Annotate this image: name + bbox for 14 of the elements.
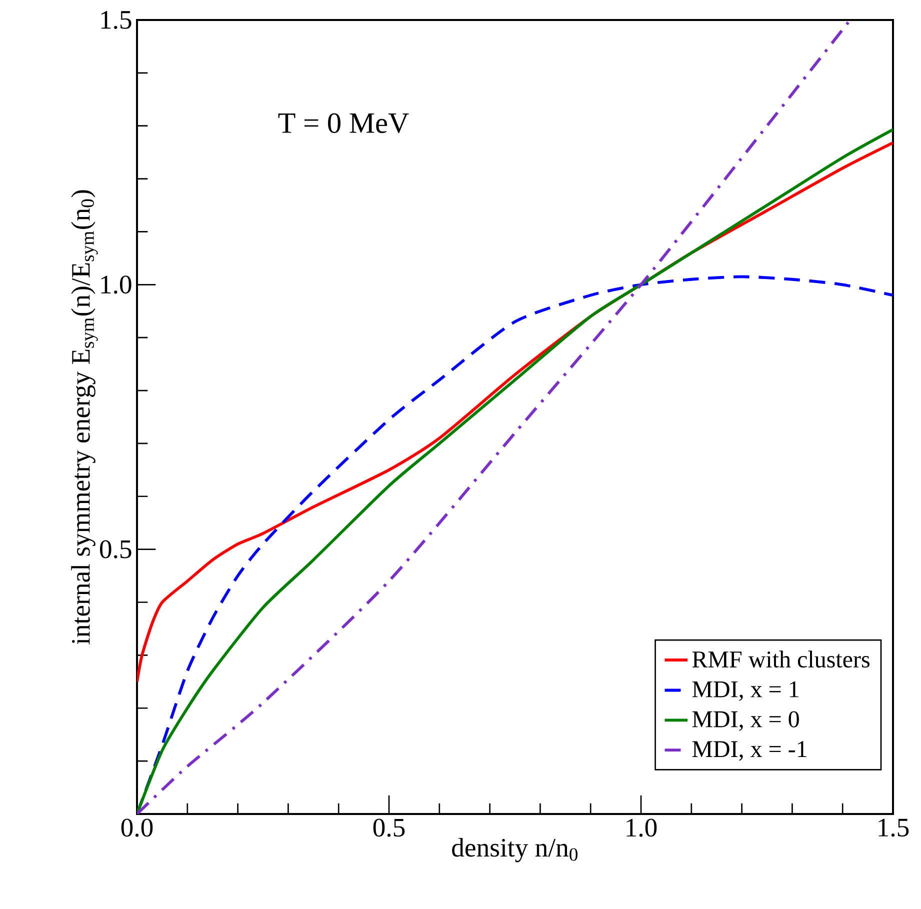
y-tick-label: 0.5: [100, 540, 132, 558]
legend-label: RMF with clusters: [692, 650, 870, 668]
x-tick-label: 1.5: [878, 818, 909, 837]
y-tick-label: 1.5: [101, 10, 132, 29]
y-tick-label: 1.0: [101, 276, 132, 294]
x-axis-title: density n/n$_{0}$: [452, 838, 578, 862]
legend-label: MDI, x = 0: [692, 711, 799, 731]
y-axis-title: internal symmetry energy E$_{sym}$(n)/E$_{sym}$(n$_{0}$): [71, 190, 98, 644]
annotation: T = 0 MeV: [278, 113, 409, 134]
x-tick-label: 0.5: [373, 818, 405, 837]
x-tick-label: 0.0: [121, 818, 153, 837]
legend-label: MDI, x = -1: [692, 741, 806, 761]
legend-label: MDI, x = 1: [692, 681, 798, 701]
x-tick-label: 1.0: [626, 818, 657, 837]
